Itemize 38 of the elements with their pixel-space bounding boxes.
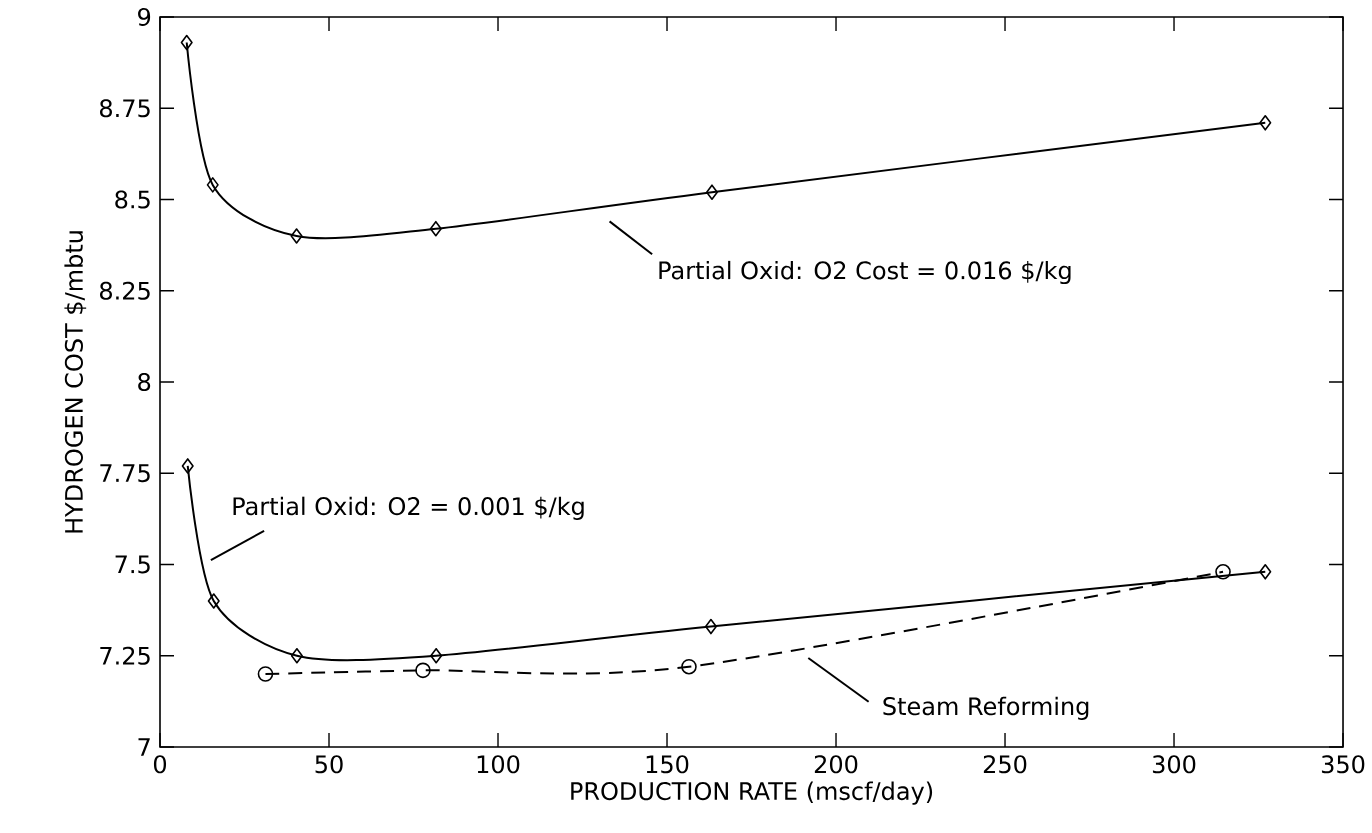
x-tick-label: 200 — [814, 755, 858, 774]
y-tick-label: 9 — [138, 7, 151, 27]
y-tick-label: 7 — [138, 738, 150, 756]
point — [704, 618, 717, 635]
text: Partial Oxid: O2 Cost = 0.016 $/kg — [659, 260, 1071, 285]
point — [1259, 115, 1272, 131]
point — [207, 593, 220, 609]
y-tick-label: 7.5 — [115, 555, 150, 574]
x-tick-label: 100 — [477, 755, 520, 774]
y-tick-label: 8.5 — [115, 190, 150, 209]
x-tick-label: 150 — [646, 755, 689, 774]
y-tick-label: 8.75 — [99, 99, 150, 118]
point — [181, 458, 194, 474]
y-tick-label: 7.75 — [100, 464, 150, 483]
point — [257, 666, 274, 682]
point — [429, 220, 442, 237]
point — [206, 177, 219, 193]
y-tick-label: 8.25 — [99, 281, 150, 300]
point — [290, 647, 303, 664]
point — [290, 228, 303, 244]
x-axis-title: PRODUCTION RATE (mscf/day) — [571, 781, 933, 805]
point — [1259, 564, 1272, 580]
x-tick-label: 350 — [1321, 755, 1365, 774]
point — [430, 647, 443, 664]
point — [705, 184, 719, 200]
y-tick-label: 8 — [138, 372, 151, 392]
y-axis-title: HYDROGEN COST $/mbtu — [64, 231, 87, 533]
point — [1215, 564, 1231, 580]
point — [415, 662, 431, 679]
x-tick-label: 250 — [983, 755, 1027, 774]
point — [681, 658, 697, 675]
point — [180, 34, 193, 51]
series-label: Partial Oxid: O2 = 0.001 $/kg — [233, 496, 584, 520]
y-tick-label: 7.25 — [100, 646, 150, 665]
x-tick-label: 50 — [315, 755, 343, 774]
x-tick-label: 0 — [153, 755, 167, 774]
x-tick-label: 300 — [1152, 755, 1196, 774]
text: Steam Reforming — [883, 696, 1089, 720]
